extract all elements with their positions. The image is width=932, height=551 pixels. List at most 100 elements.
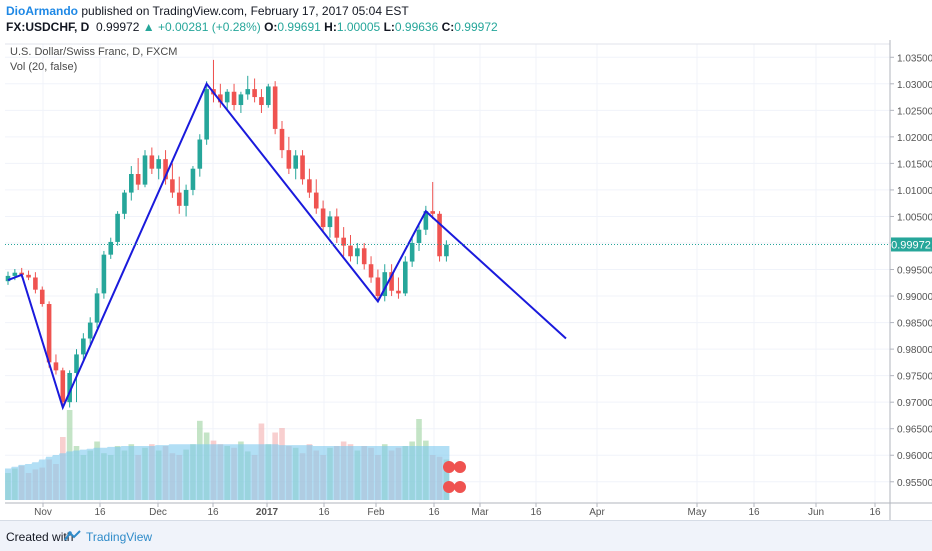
publish-info: published on TradingView.com, February 1… (81, 4, 409, 18)
last-price: 0.99972 (96, 20, 140, 34)
candle (46, 301, 52, 368)
zigzag-pattern (7, 81, 567, 411)
time-tick-label: 2017 (256, 507, 279, 518)
candle (101, 250, 107, 299)
time-tick-label: 16 (530, 507, 542, 518)
candle (320, 200, 326, 233)
candle (416, 224, 422, 251)
event-flags-icon[interactable] (443, 461, 466, 493)
time-tick-label: 16 (207, 507, 219, 518)
candle (307, 168, 312, 198)
zigzag-line[interactable] (7, 81, 567, 411)
price-tick-label: 0.99500 (897, 266, 932, 277)
volume-indicator-label[interactable]: Vol (20, false) (10, 61, 77, 73)
candle (245, 75, 251, 100)
candle (437, 211, 442, 262)
tradingview-link[interactable]: TradingView (86, 530, 153, 544)
candle (129, 166, 134, 201)
candle (67, 370, 72, 408)
up-arrow-icon: ▲ (142, 20, 155, 34)
price-chart[interactable]: 1.03500 1.03000 1.02500 1.02000 1.01500 1.010… (0, 40, 932, 520)
candle (341, 227, 346, 257)
candle (252, 78, 257, 103)
low-value: 0.99636 (394, 20, 439, 34)
tradingview-logo-icon (64, 530, 81, 541)
candle (327, 211, 333, 238)
candle (368, 256, 374, 283)
time-tick-label: 16 (94, 507, 106, 518)
candle (348, 235, 353, 262)
time-tick-label: Apr (589, 507, 605, 518)
price-axis[interactable]: 1.03500 1.03000 1.02500 1.02000 1.01500 1.010… (890, 53, 932, 489)
candles-layer (5, 59, 449, 408)
candle (238, 91, 244, 113)
price-tick-label: 1.00500 (897, 212, 932, 223)
time-tick-label: Nov (34, 507, 52, 518)
price-change: +0.00281 (+0.28%) (157, 20, 261, 34)
price-tick-label: 1.01000 (897, 186, 932, 197)
price-tick-label: 1.02000 (897, 133, 932, 144)
candle (382, 264, 388, 302)
price-tick-label: 0.95500 (897, 478, 932, 489)
candle (170, 163, 175, 198)
time-tick-label: Mar (471, 507, 489, 518)
price-tick-label: 0.98500 (897, 319, 932, 330)
candle (313, 179, 319, 214)
high-label: H: (324, 20, 337, 34)
open-value: 0.99691 (277, 20, 321, 34)
author-link[interactable]: DioArmando (6, 4, 78, 18)
candle (218, 83, 223, 108)
time-tick-label: 16 (748, 507, 760, 518)
close-label: C: (441, 20, 455, 34)
candle (115, 211, 120, 246)
candle (396, 277, 401, 299)
candle (259, 89, 264, 113)
candle (204, 81, 209, 145)
open-label: O: (264, 20, 278, 34)
candle (389, 264, 394, 297)
time-tick-label: May (688, 507, 707, 518)
candle (430, 181, 435, 220)
time-tick-label: 16 (869, 507, 881, 518)
candle (224, 89, 230, 111)
created-with-label: Created with (6, 530, 74, 544)
candle (231, 83, 237, 111)
candle (176, 176, 182, 214)
time-tick-label: 16 (318, 507, 330, 518)
plot-area (5, 40, 890, 520)
candle (183, 184, 189, 217)
time-axis[interactable]: Nov 16 Dec 16 2017 16 Feb 16 Mar 16 Apr May 16 Jun 16 (34, 503, 881, 518)
candle (375, 269, 381, 302)
symbol-label[interactable]: FX:USDCHF, D (6, 20, 90, 34)
candle (135, 158, 141, 190)
time-tick-label: Jun (808, 507, 824, 518)
low-label: L: (383, 20, 395, 34)
candle (60, 367, 66, 408)
candle (190, 166, 196, 196)
publish-line: DioArmando published on TradingView.com,… (6, 4, 409, 18)
candle (94, 288, 100, 328)
chart-header: DioArmando published on TradingView.com,… (0, 0, 932, 40)
price-tick-label: 0.97500 (897, 372, 932, 383)
price-tick-label: 0.96000 (897, 451, 932, 462)
candle (5, 271, 11, 285)
time-tick-label: Feb (367, 507, 385, 518)
price-tick-label: 0.99000 (897, 292, 932, 303)
candle (156, 155, 161, 180)
grid (5, 44, 890, 503)
price-tick-label: 1.01500 (897, 159, 932, 170)
candle (149, 147, 155, 175)
candle (266, 83, 271, 108)
last-price-badge (891, 237, 932, 252)
volume-layer (5, 410, 450, 500)
candle (33, 272, 38, 294)
candle (272, 81, 278, 135)
candle (26, 270, 31, 281)
candle (53, 354, 59, 375)
chart-title: U.S. Dollar/Swiss Franc, D, FXCM (10, 46, 177, 58)
high-value: 1.00005 (336, 20, 381, 34)
symbol-line: FX:USDCHF, D 0.99972 ▲ +0.00281 (+0.28%)… (6, 20, 498, 34)
candle (81, 333, 86, 360)
candle (361, 242, 367, 270)
candle (286, 136, 292, 175)
